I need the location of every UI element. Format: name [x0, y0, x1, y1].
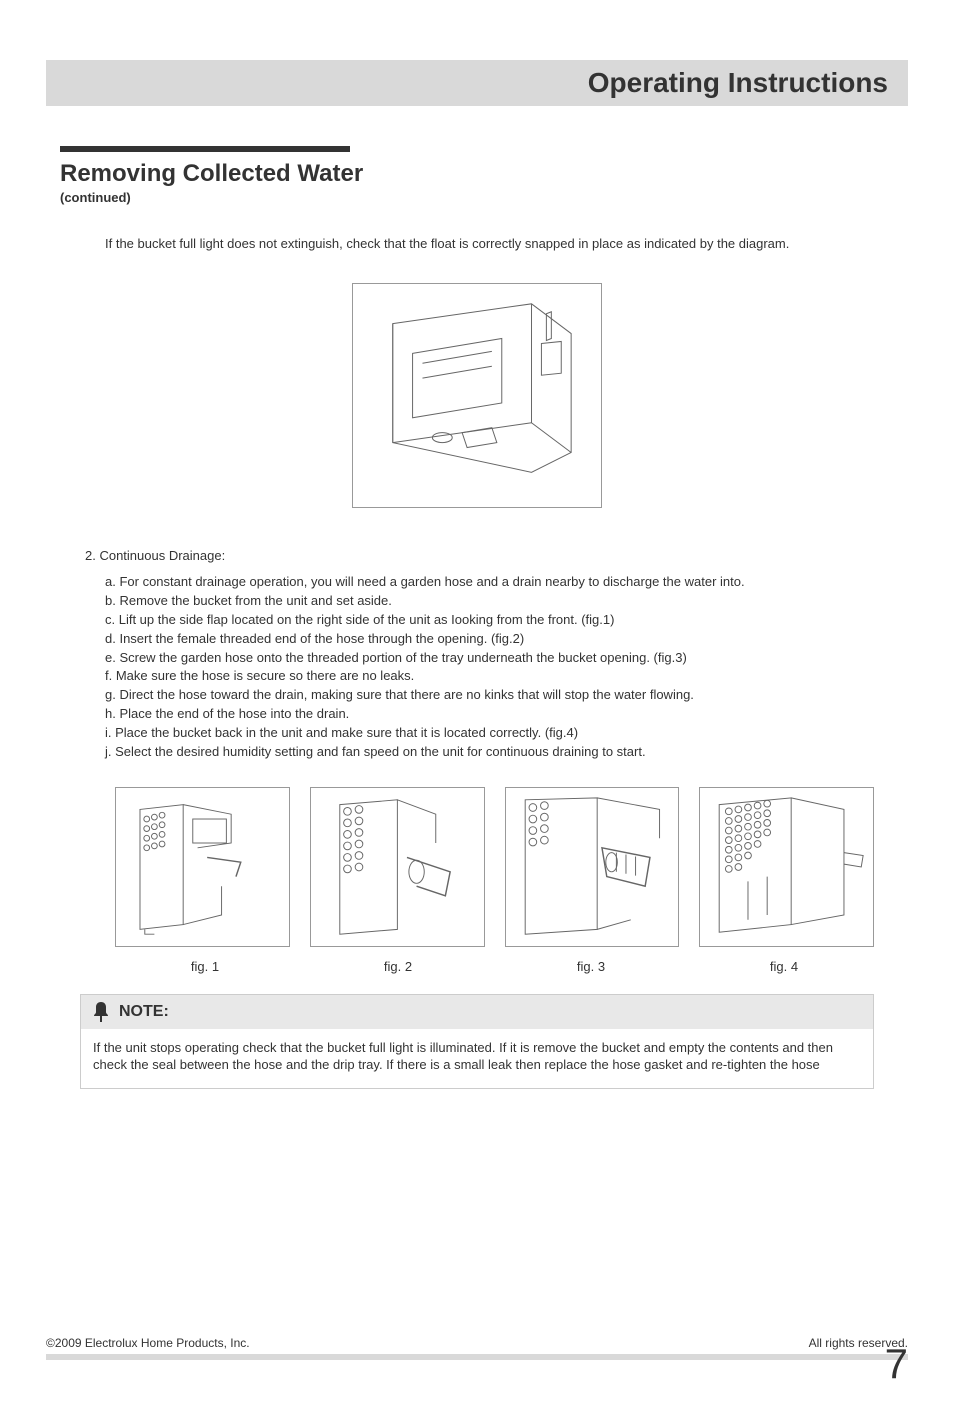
header-title: Operating Instructions [588, 67, 888, 99]
note-header: NOTE: [81, 995, 873, 1029]
list-item: a. For constant drainage operation, you … [105, 573, 894, 592]
figure-2 [310, 787, 485, 947]
note-box: NOTE: If the unit stops operating check … [80, 994, 874, 1089]
page-number: 7 [885, 1340, 908, 1388]
section-subtitle: (continued) [60, 190, 894, 205]
note-pin-icon [91, 1001, 111, 1023]
list-item: g. Direct the hose toward the drain, mak… [105, 686, 894, 705]
content-area: Removing Collected Water (continued) If … [0, 146, 954, 1089]
note-label: NOTE: [119, 1003, 169, 1021]
section-rule [60, 146, 350, 152]
list-item: h. Place the end of the hose into the dr… [105, 705, 894, 724]
header-bar: Operating Instructions [46, 60, 908, 106]
list-item: b. Remove the bucket from the unit and s… [105, 592, 894, 611]
footer-line [46, 1354, 908, 1360]
figure-caption: fig. 3 [501, 959, 681, 974]
list-item: i. Place the bucket back in the unit and… [105, 724, 894, 743]
note-body: If the unit stops operating check that t… [81, 1029, 873, 1088]
instruction-list: a. For constant drainage operation, you … [105, 573, 894, 761]
list-item: f. Make sure the hose is secure so there… [105, 667, 894, 686]
intro-paragraph: If the bucket full light does not exting… [105, 235, 894, 253]
list-item: e. Screw the garden hose onto the thread… [105, 649, 894, 668]
footer-copyright: ©2009 Electrolux Home Products, Inc. [46, 1336, 250, 1350]
figure-4 [699, 787, 874, 947]
figure-caption: fig. 4 [694, 959, 874, 974]
figure-caption: fig. 2 [308, 959, 488, 974]
section-title: Removing Collected Water [60, 160, 894, 188]
list-item: j. Select the desired humidity setting a… [105, 743, 894, 762]
footer: ©2009 Electrolux Home Products, Inc. All… [46, 1336, 908, 1360]
footer-row: ©2009 Electrolux Home Products, Inc. All… [46, 1336, 908, 1350]
figure-caption: fig. 1 [115, 959, 295, 974]
figure-captions: fig. 1 fig. 2 fig. 3 fig. 4 [115, 959, 874, 974]
list-item: c. Lift up the side flap located on the … [105, 611, 894, 630]
list-lead: 2. Continuous Drainage: [85, 548, 894, 563]
figure-1 [115, 787, 290, 947]
figures-row [115, 787, 874, 947]
float-diagram [352, 283, 602, 508]
list-item: d. Insert the female threaded end of the… [105, 630, 894, 649]
figure-3 [505, 787, 680, 947]
